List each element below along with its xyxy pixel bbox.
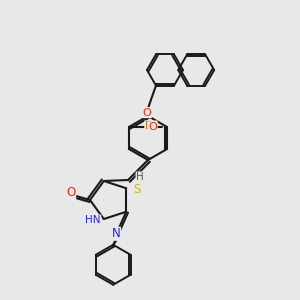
Text: S: S <box>133 183 141 196</box>
Text: O: O <box>66 187 76 200</box>
Text: HN: HN <box>85 215 101 225</box>
Text: H: H <box>136 172 144 182</box>
Text: O: O <box>148 122 157 132</box>
Text: O: O <box>142 108 152 118</box>
Text: Br: Br <box>145 121 157 131</box>
Text: N: N <box>112 227 121 240</box>
